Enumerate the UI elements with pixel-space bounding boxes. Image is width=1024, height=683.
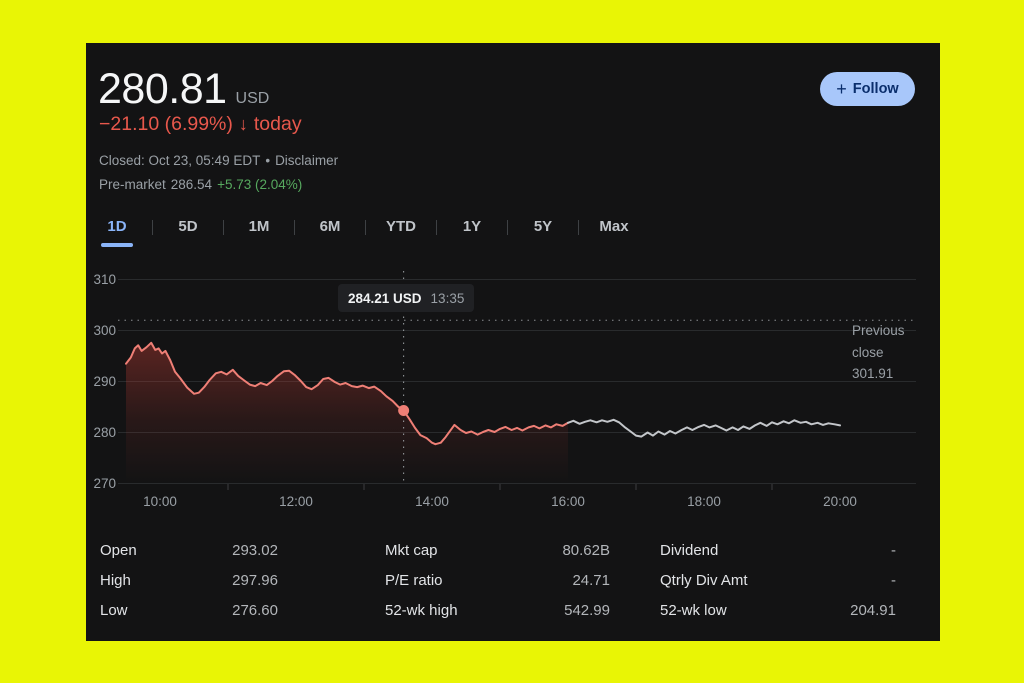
premarket-change: +5.73 (2.04%)	[217, 177, 303, 192]
price-line-after-hours	[567, 418, 841, 438]
bullet-separator: •	[265, 153, 271, 168]
x-axis-label: 16:00	[551, 494, 585, 509]
x-axis-label: 10:00	[143, 494, 177, 509]
price-line-market-hours	[125, 341, 569, 446]
price-row: 280.81 USD	[98, 65, 269, 114]
stat-52wk-low: 52-wk low 204.91	[660, 601, 896, 619]
y-axis-label: 310	[93, 272, 116, 287]
price-change: −21.10 (6.99%) ↓ today	[99, 113, 302, 136]
price-area-fill	[126, 342, 568, 483]
tab-separator	[223, 220, 224, 235]
tab-ytd[interactable]: YTD	[386, 218, 416, 235]
stat-52wk-high: 52-wk high 542.99	[385, 601, 610, 619]
tab-6m[interactable]: 6M	[319, 218, 341, 235]
follow-button[interactable]: + Follow	[820, 72, 915, 106]
current-price: 280.81	[98, 65, 227, 113]
tab-1d[interactable]: 1D	[98, 215, 136, 247]
stock-quote-panel: 280.81 USD −21.10 (6.99%) ↓ today Closed…	[86, 43, 940, 641]
follow-button-label: Follow	[852, 81, 899, 97]
chart-tooltip: 284.21 USD 13:35	[338, 284, 475, 312]
tooltip-price: 284.21 USD	[348, 290, 422, 306]
x-axis-label: 20:00	[823, 494, 857, 509]
y-axis-label: 300	[93, 323, 116, 338]
price-chart[interactable]: 310 300 290 280 270 10:00 12:00 14:00 16:00 18:00…	[86, 265, 940, 515]
stat-low: Low 276.60	[100, 601, 278, 619]
tab-separator	[578, 220, 579, 235]
plus-icon: +	[836, 79, 847, 99]
stat-qtrly-div-amt: Qtrly Div Amt -	[660, 571, 896, 589]
currency-label: USD	[235, 90, 270, 107]
crosshair-marker-dot	[398, 405, 410, 417]
tab-5y[interactable]: 5Y	[533, 218, 553, 235]
premarket-label: Pre-market	[99, 177, 166, 192]
x-axis-label: 14:00	[415, 494, 449, 509]
tab-separator	[365, 220, 366, 235]
tab-separator	[507, 220, 508, 235]
tab-5d[interactable]: 5D	[178, 218, 198, 235]
y-axis-label: 290	[93, 374, 116, 389]
tooltip-time: 13:35	[430, 290, 465, 306]
market-status-row: Closed: Oct 23, 05:49 EDT • Disclaimer	[99, 153, 338, 168]
tab-max[interactable]: Max	[599, 218, 629, 235]
x-axis-label: 12:00	[279, 494, 313, 509]
stats-column-2: Mkt cap 80.62B P/E ratio 24.71 52-wk high 5…	[385, 535, 610, 625]
time-range-tabs: 1D 5D 1M 6M YTD 1Y 5Y Max	[98, 215, 633, 247]
tab-1y[interactable]: 1Y	[462, 218, 482, 235]
x-axis-label: 18:00	[687, 494, 721, 509]
stat-mkt-cap: Mkt cap 80.62B	[385, 541, 610, 559]
down-arrow-icon: ↓	[238, 114, 248, 134]
stat-pe-ratio: P/E ratio 24.71	[385, 571, 610, 589]
tab-separator	[294, 220, 295, 235]
change-suffix: today	[253, 113, 302, 135]
stat-open: Open 293.02	[100, 541, 278, 559]
change-value: −21.10 (6.99%)	[99, 113, 233, 135]
stat-dividend: Dividend -	[660, 541, 896, 559]
stats-column-1: Open 293.02 High 297.96 Low 276.60	[100, 535, 278, 625]
market-status-text: Closed: Oct 23, 05:49 EDT	[99, 153, 261, 168]
previous-close-label: Previous close 301.91	[852, 323, 905, 381]
tab-1m[interactable]: 1M	[248, 218, 270, 235]
disclaimer-link[interactable]: Disclaimer	[275, 153, 339, 168]
tab-separator	[436, 220, 437, 235]
y-axis-label: 280	[93, 425, 116, 440]
selected-tab-underline	[101, 243, 133, 247]
premarket-row: Pre-market 286.54 +5.73 (2.04%)	[99, 177, 302, 192]
tab-separator	[152, 220, 153, 235]
y-axis-label: 270	[93, 476, 116, 491]
premarket-price: 286.54	[170, 177, 213, 192]
stats-column-3: Dividend - Qtrly Div Amt - 52-wk low 204.91	[660, 535, 896, 625]
stat-high: High 297.96	[100, 571, 278, 589]
